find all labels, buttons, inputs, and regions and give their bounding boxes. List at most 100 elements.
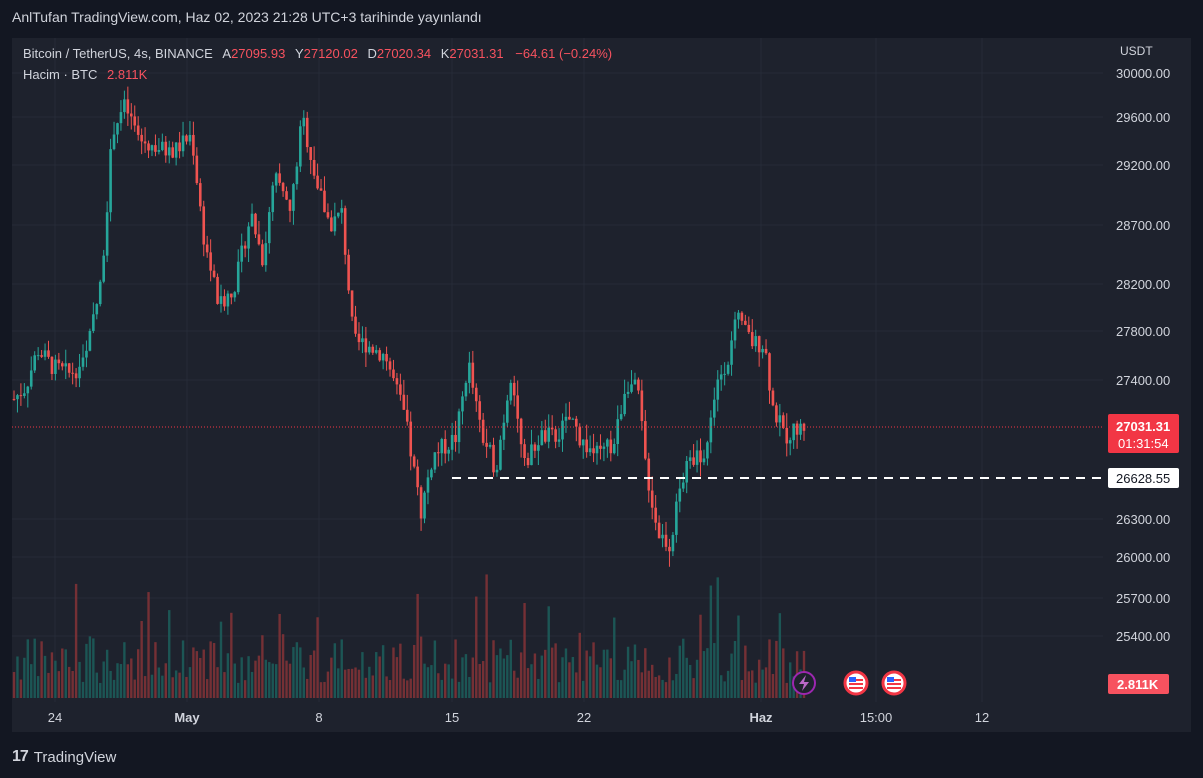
volume-bar	[381, 645, 385, 698]
legend-close-value: 27031.31	[449, 46, 504, 61]
candle-body	[281, 182, 285, 192]
candle-body	[343, 208, 347, 255]
candle-body	[433, 452, 437, 470]
volume-bar	[292, 647, 295, 698]
y-tick-label: 28700.00	[1116, 218, 1170, 233]
volume-bar	[540, 655, 544, 698]
candle-body	[585, 439, 588, 453]
candle-body	[571, 418, 575, 420]
candle-body	[92, 314, 95, 331]
volume-bar	[26, 639, 29, 698]
candle-body	[312, 159, 316, 176]
volume-bar	[202, 649, 205, 698]
candle-body	[71, 372, 74, 374]
volume-bar	[606, 649, 609, 698]
candle-body	[450, 434, 454, 450]
legend-volume-label[interactable]: Hacim · BTC	[23, 67, 98, 82]
volume-bar	[523, 603, 526, 698]
volume-bar	[233, 663, 236, 698]
volume-bar	[50, 652, 54, 698]
volume-bar	[302, 667, 305, 698]
volume-bar	[319, 682, 323, 698]
candle-body	[412, 456, 416, 467]
volume-bar	[368, 666, 371, 698]
candle-body	[543, 430, 547, 442]
volume-bar	[582, 680, 585, 698]
candle-body	[502, 422, 506, 440]
candle-body	[671, 534, 675, 552]
candle-body	[654, 507, 657, 523]
candle-body	[57, 359, 61, 364]
candle-body	[292, 184, 295, 211]
volume-bar	[768, 639, 771, 698]
us-flag-event-icon[interactable]	[843, 670, 869, 696]
lightning-event-icon[interactable]	[792, 671, 816, 695]
volume-bar	[150, 674, 154, 698]
candle-body	[568, 416, 571, 420]
candle-body	[612, 443, 616, 454]
volume-bar	[102, 661, 105, 698]
volume-bar	[185, 676, 188, 698]
volume-bar	[16, 656, 19, 698]
candle-body	[454, 434, 457, 443]
candle-body	[67, 363, 71, 373]
publish-info: AnlTufan TradingView.com, Haz 02, 2023 2…	[12, 9, 482, 25]
volume-bar	[668, 657, 671, 698]
volume-bar	[502, 658, 506, 698]
candle-body	[74, 373, 78, 379]
legend-symbol[interactable]: Bitcoin / TetherUS, 4s, BINANCE	[23, 46, 213, 61]
candle-body	[561, 420, 564, 440]
volume-bar	[554, 643, 557, 698]
candle-body	[123, 99, 126, 113]
candle-body	[437, 452, 440, 454]
volume-bar	[178, 672, 181, 698]
candle-body	[516, 395, 519, 419]
candle-body	[533, 444, 537, 451]
candle-body	[212, 270, 216, 277]
volume-bar	[92, 638, 95, 698]
volume-bar	[764, 667, 768, 698]
candle-body	[737, 312, 740, 320]
candle-body	[102, 255, 105, 282]
candle-body	[409, 421, 413, 457]
us-flag-event-icon-2[interactable]	[881, 670, 907, 696]
volume-bar	[247, 656, 250, 698]
volume-bar	[409, 678, 412, 698]
volume-bar	[33, 638, 36, 698]
candle-body	[519, 418, 523, 445]
price-chart[interactable]: 30000.00 29600.00 29200.00 28700.00 28200.00…	[12, 38, 1191, 732]
candle-body	[754, 336, 758, 347]
candle-body	[699, 450, 702, 463]
volume-bar	[550, 647, 554, 698]
legend-ohlc: Bitcoin / TetherUS, 4s, BINANCE A27095.9…	[23, 46, 612, 61]
volume-bar	[678, 645, 682, 698]
volume-bar	[782, 648, 785, 698]
candle-body	[619, 414, 623, 420]
volume-bar	[95, 672, 98, 698]
volume-bar	[447, 664, 450, 698]
volume-bar	[126, 664, 130, 698]
candle-body	[216, 276, 219, 304]
candle-body	[288, 199, 292, 211]
volume-bar	[378, 656, 381, 698]
volume-bar	[192, 647, 195, 698]
x-tick-label: May	[174, 710, 200, 725]
volume-bar	[437, 673, 440, 698]
candle-body	[733, 319, 737, 341]
candle-body	[447, 449, 450, 454]
volume-bar	[105, 649, 109, 698]
candle-body	[305, 117, 309, 148]
volume-bar	[354, 667, 357, 698]
volume-bar	[723, 681, 726, 698]
candle-body	[685, 461, 689, 483]
y-tick-label: 25400.00	[1116, 629, 1170, 644]
x-tick-label: 8	[315, 710, 322, 725]
candle-body	[178, 142, 181, 152]
volume-bar	[164, 663, 167, 698]
candle-body	[661, 534, 664, 539]
candle-body	[602, 446, 606, 449]
volume-bar	[316, 617, 319, 698]
chart-panel[interactable]: 30000.00 29600.00 29200.00 28700.00 28200.00…	[12, 38, 1191, 732]
y-tick-label: 27800.00	[1116, 324, 1170, 339]
volume-bar	[661, 679, 664, 698]
